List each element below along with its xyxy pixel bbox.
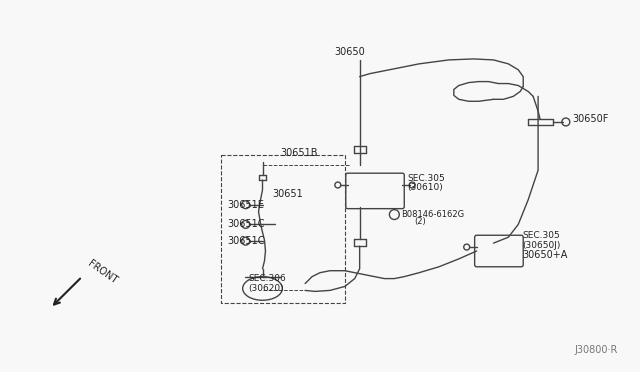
- Text: 30651: 30651: [273, 189, 303, 199]
- Text: 30650+A: 30650+A: [522, 250, 568, 260]
- Text: 30651E: 30651E: [227, 200, 264, 210]
- Text: 30651C: 30651C: [227, 219, 264, 230]
- Text: SEC.306: SEC.306: [248, 274, 286, 283]
- Text: (30650J): (30650J): [522, 241, 561, 250]
- Text: 30650F: 30650F: [573, 114, 609, 124]
- Text: SEC.305: SEC.305: [407, 174, 445, 183]
- Text: 30650: 30650: [334, 47, 365, 57]
- Text: B08146-6162G: B08146-6162G: [401, 210, 465, 219]
- Text: 30651B: 30651B: [280, 148, 318, 157]
- Text: (30610): (30610): [407, 183, 443, 192]
- Text: SEC.305: SEC.305: [522, 231, 560, 240]
- Text: FRONT: FRONT: [86, 258, 119, 285]
- Text: (2): (2): [414, 217, 426, 226]
- Text: 30651C: 30651C: [227, 236, 264, 246]
- Text: J30800·R: J30800·R: [574, 346, 618, 355]
- Text: (30620): (30620): [248, 284, 284, 293]
